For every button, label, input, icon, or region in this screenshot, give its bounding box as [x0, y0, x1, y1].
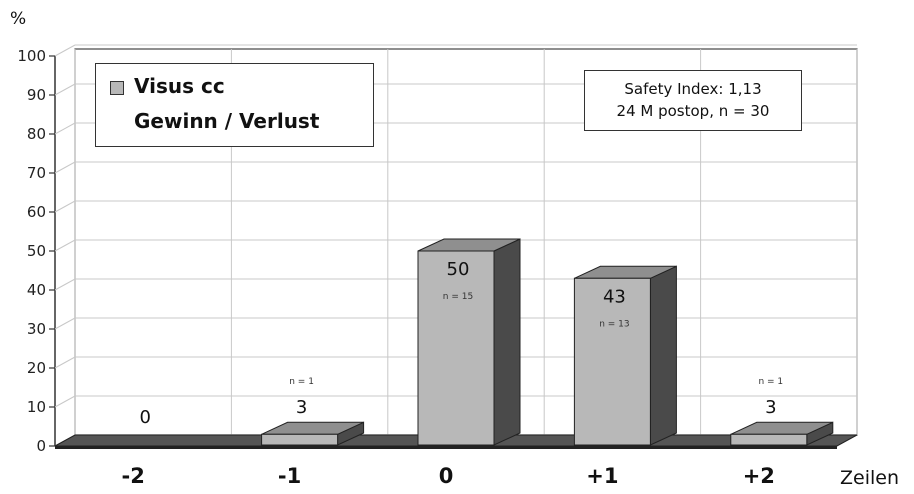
y-tick-label: 80 — [27, 125, 46, 143]
gridline-diagonal — [54, 395, 76, 408]
n-label: n = 1 — [289, 377, 314, 387]
bar-side — [493, 238, 521, 446]
bar — [573, 277, 651, 446]
gridline-diagonal — [54, 161, 76, 174]
y-tick-label: 40 — [27, 281, 46, 299]
gridline-diagonal — [54, 239, 76, 252]
gridline-diagonal — [54, 44, 76, 57]
data-label: 3 — [765, 397, 776, 418]
safety-index-text: Safety Index: 1,13 — [624, 80, 762, 98]
y-tick-label: 30 — [27, 320, 46, 338]
floor-edge — [55, 446, 837, 449]
data-label: 50 — [447, 259, 470, 280]
n-label: n = 15 — [443, 292, 473, 302]
y-tick-label: 100 — [17, 47, 46, 65]
gridline-diagonal — [54, 122, 76, 135]
y-axis-label: % — [10, 9, 26, 29]
bar-side — [649, 265, 677, 446]
y-tick-label: 50 — [27, 242, 46, 260]
y-tick-label: 60 — [27, 203, 46, 221]
y-tick-label: 10 — [27, 398, 46, 416]
gridline-diagonal — [54, 83, 76, 96]
gridline-diagonal — [54, 356, 76, 369]
x-tick-label: -1 — [278, 464, 301, 488]
x-tick-label: -2 — [122, 464, 145, 488]
y-tick-label: 20 — [27, 359, 46, 377]
bar — [417, 250, 495, 446]
x-tick-label: +1 — [586, 464, 618, 488]
legend-swatch — [110, 81, 124, 95]
gridline-diagonal — [54, 200, 76, 213]
data-label: 0 — [139, 407, 150, 428]
x-tick-label: +2 — [743, 464, 775, 488]
legend: Visus cc Gewinn / Verlust — [95, 63, 374, 147]
x-axis-label: Zeilen — [840, 467, 899, 489]
data-label: 43 — [603, 286, 626, 307]
n-label: n = 1 — [758, 377, 783, 387]
legend-subtitle: Gewinn / Verlust — [134, 109, 320, 133]
bars — [261, 238, 834, 446]
annotation-box: Safety Index: 1,13 24 M postop, n = 30 — [584, 70, 802, 131]
y-tick-label: 0 — [36, 437, 46, 455]
x-tick-label: 0 — [439, 464, 454, 488]
gridline-diagonal — [54, 278, 76, 291]
y-tick-label: 90 — [27, 86, 46, 104]
n-label: n = 13 — [599, 319, 629, 329]
data-label: 3 — [296, 397, 307, 418]
labels: 0 10 20 30 40 50 60 70 80 90 100 -2 0 -1 3 n = 1 0 50 n = … — [17, 47, 783, 488]
bar — [730, 433, 808, 446]
bar — [261, 433, 339, 446]
postop-info-text: 24 M postop, n = 30 — [616, 102, 770, 120]
gridline-diagonal — [54, 317, 76, 330]
y-tick-label: 70 — [27, 164, 46, 182]
legend-series-name: Visus cc — [134, 74, 225, 98]
